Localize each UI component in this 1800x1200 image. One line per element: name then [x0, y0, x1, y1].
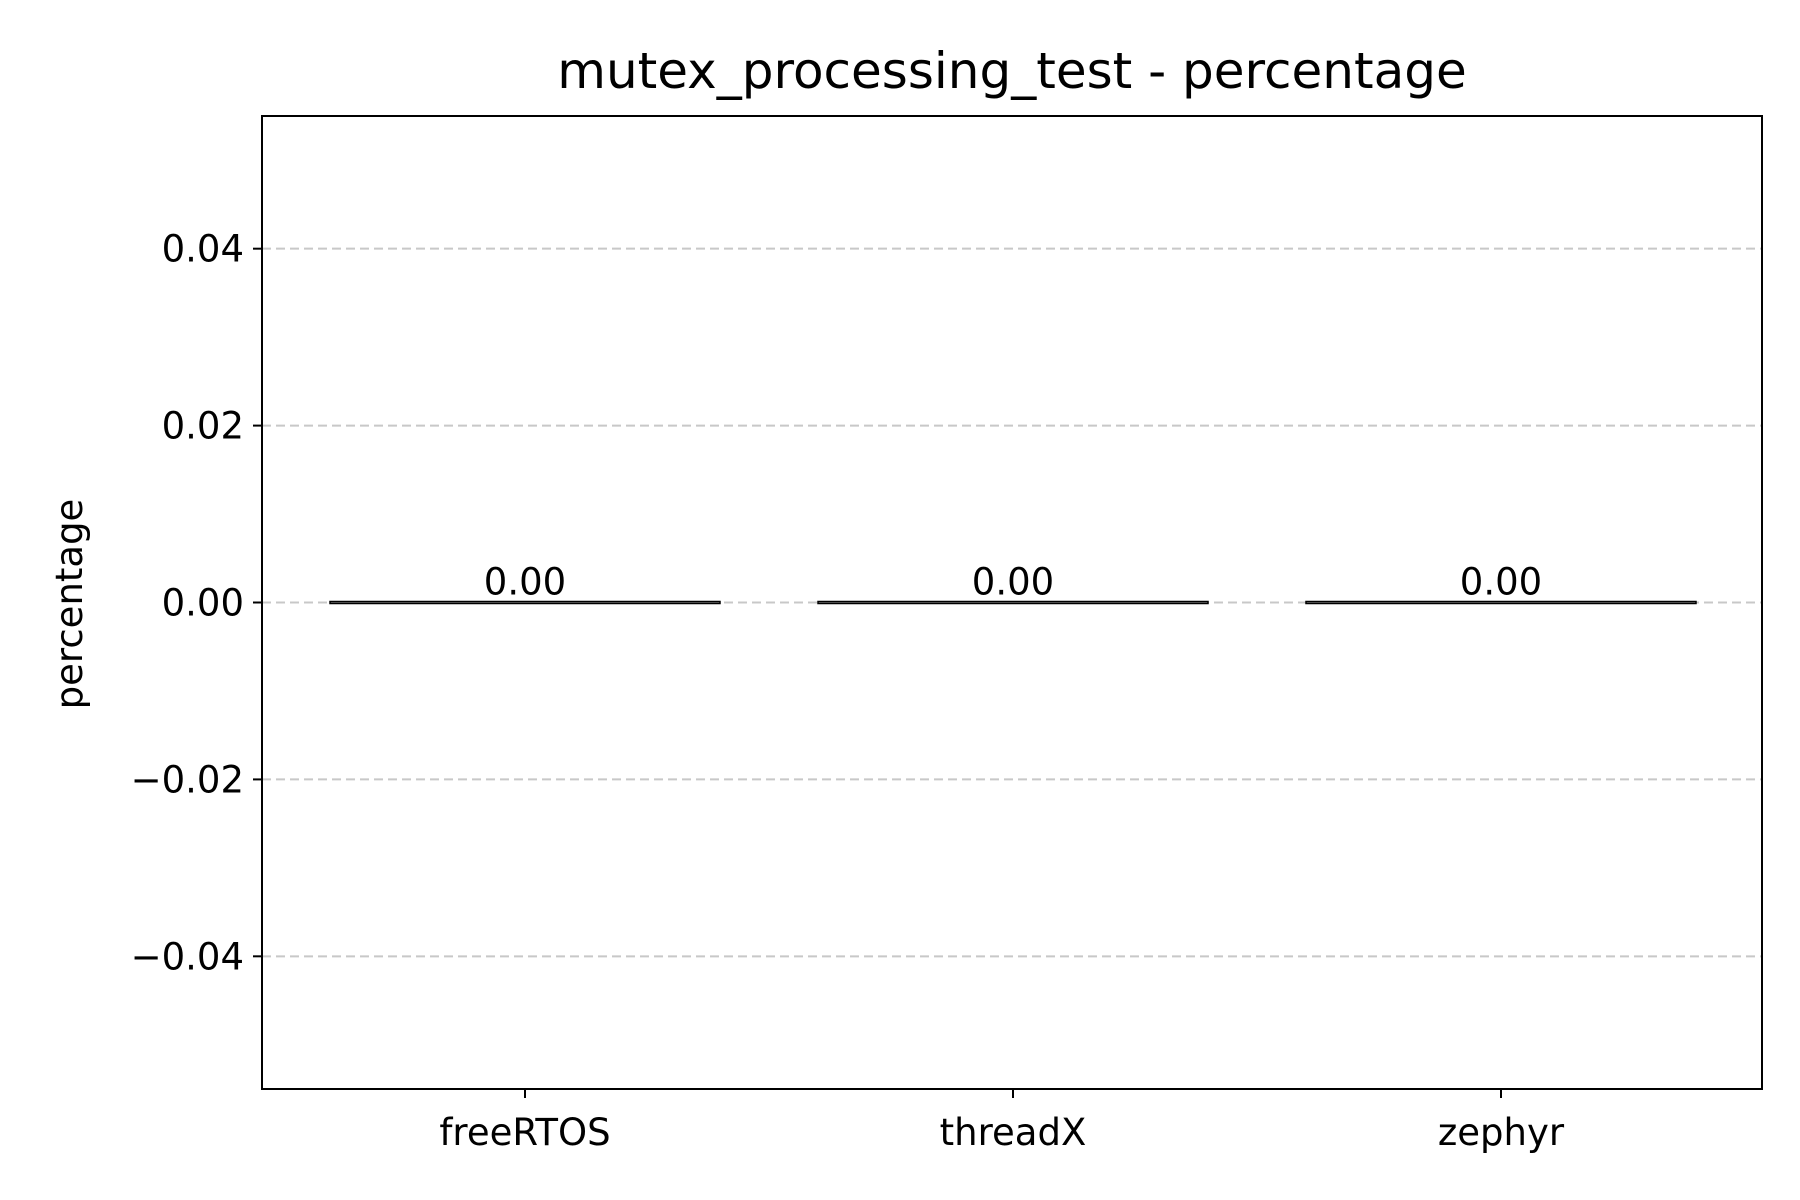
- chart-title: mutex_processing_test - percentage: [557, 42, 1466, 100]
- y-axis: −0.04 −0.02 0.00 0.02 0.04: [131, 228, 262, 978]
- y-tick-label: −0.04: [131, 935, 244, 978]
- bars-layer: [329, 600, 1697, 605]
- x-axis: freeRTOS threadX zephyr: [439, 1089, 1565, 1154]
- data-labels-layer: 0.00 0.00 0.00: [484, 561, 1542, 604]
- y-tick-label: 0.00: [162, 582, 244, 625]
- y-tick-label: 0.02: [162, 405, 244, 448]
- bar-threadX: [817, 600, 1209, 605]
- y-tick-label: −0.02: [131, 758, 244, 801]
- y-tick-label: 0.04: [162, 228, 244, 271]
- bar-zephyr: [1305, 600, 1697, 605]
- x-tick-label-zephyr: zephyr: [1438, 1111, 1565, 1154]
- x-tick-label-threadX: threadX: [940, 1111, 1087, 1154]
- bar-freeRTOS: [329, 600, 721, 605]
- data-label-freeRTOS: 0.00: [484, 561, 566, 604]
- y-axis-label: percentage: [48, 499, 91, 710]
- x-tick-label-freeRTOS: freeRTOS: [439, 1111, 610, 1154]
- data-label-threadX: 0.00: [972, 561, 1054, 604]
- data-label-zephyr: 0.00: [1460, 561, 1542, 604]
